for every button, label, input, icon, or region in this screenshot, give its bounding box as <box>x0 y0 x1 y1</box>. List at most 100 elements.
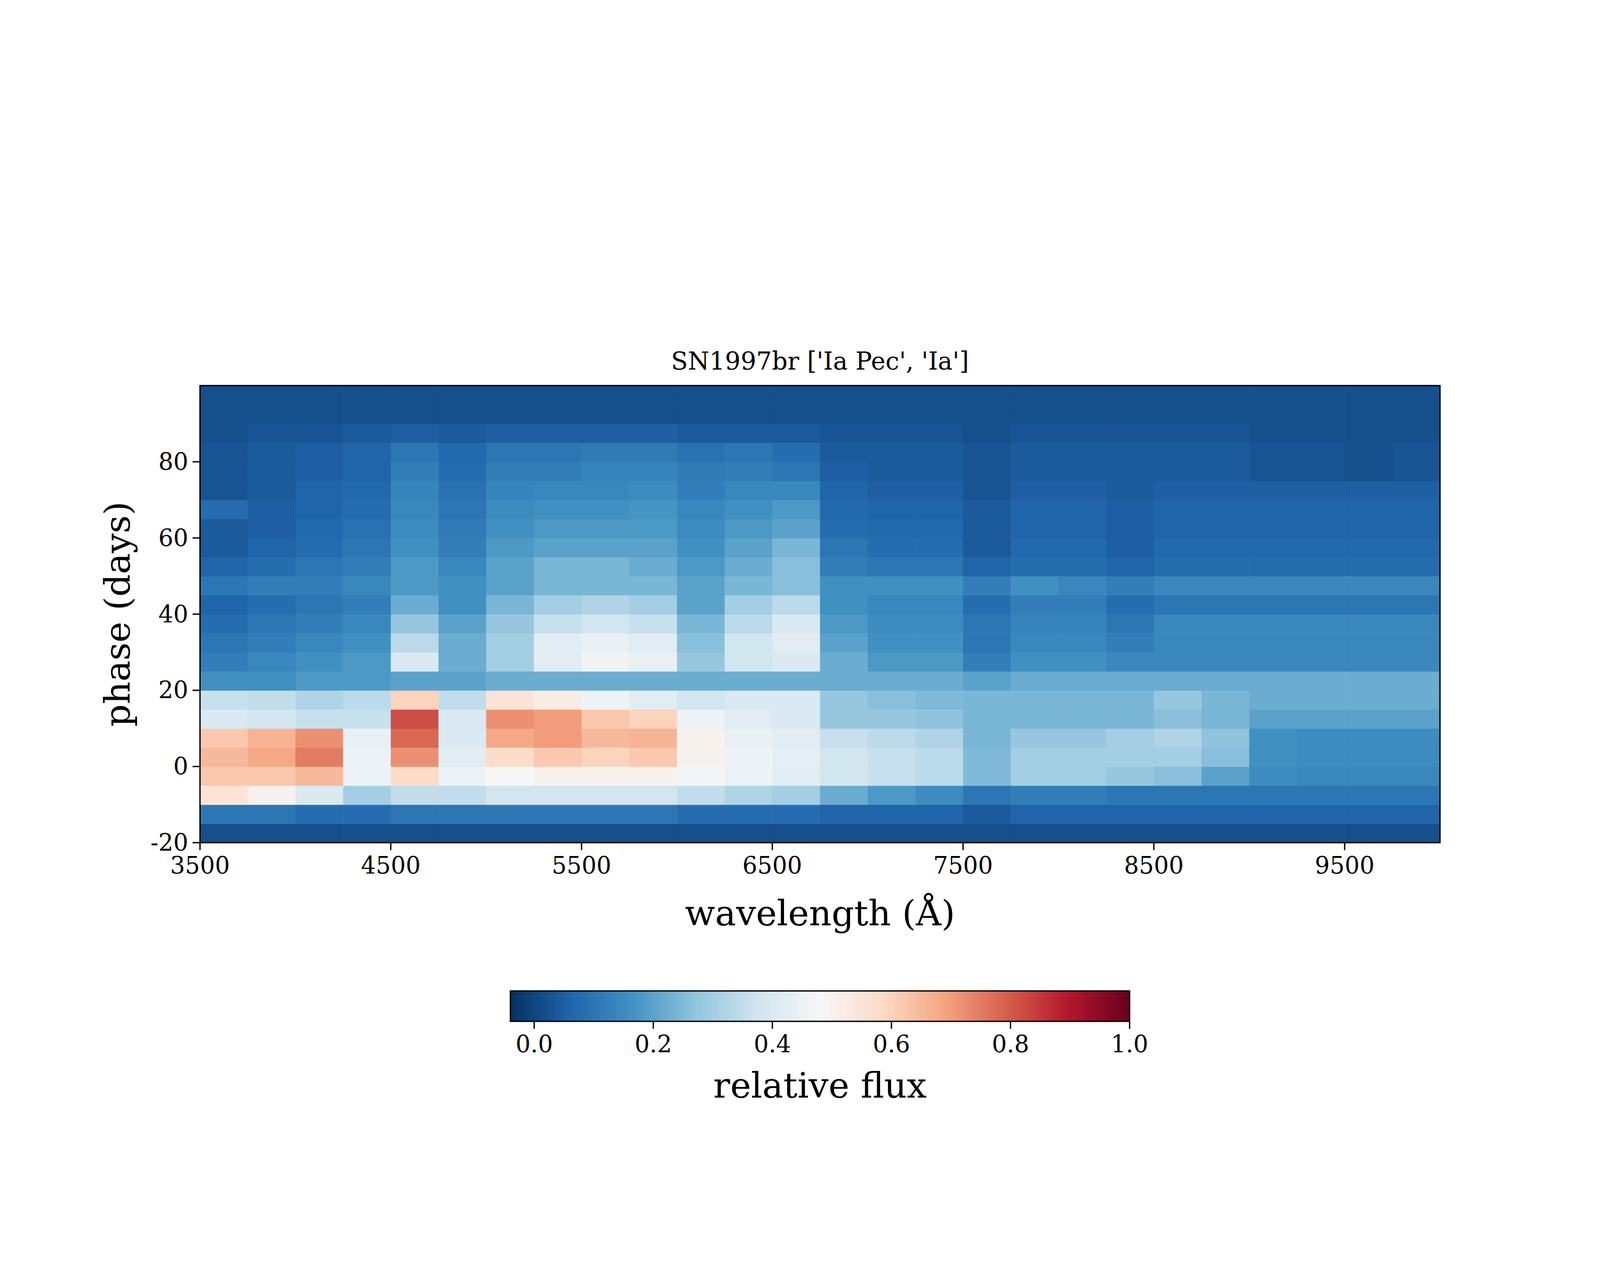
heatmap-cell <box>486 576 535 596</box>
colorbar-swatch <box>1055 990 1060 1022</box>
heatmap-cell <box>772 614 821 634</box>
colorbar-swatch <box>1061 990 1066 1022</box>
colorbar-swatch <box>764 990 768 1022</box>
heatmap-cell <box>915 461 964 482</box>
x-tick-label: 6500 <box>742 851 803 879</box>
y-tick <box>192 613 200 615</box>
colorbar-swatch <box>786 990 790 1022</box>
colorbar-swatch <box>968 990 973 1022</box>
heatmap-cell <box>963 747 1012 767</box>
colorbar-swatch <box>736 990 741 1022</box>
colorbar-swatch <box>1036 990 1041 1022</box>
heatmap-cell <box>629 404 678 424</box>
heatmap-cell <box>1344 538 1393 558</box>
colorbar-swatch <box>677 990 682 1022</box>
heatmap-cell <box>1249 404 1298 424</box>
colorbar-swatch <box>1105 990 1109 1022</box>
heatmap-cell <box>772 576 821 596</box>
heatmap-cell <box>1344 652 1393 672</box>
heatmap-cell <box>295 404 344 424</box>
heatmap-cell <box>295 538 344 558</box>
heatmap-cell <box>1106 556 1155 576</box>
heatmap-cell <box>1344 442 1393 462</box>
heatmap-cell <box>247 671 296 691</box>
heatmap-cell <box>1153 499 1202 519</box>
heatmap-cell <box>486 556 535 576</box>
colorbar-swatch <box>996 990 1000 1022</box>
heatmap-cell <box>820 423 869 443</box>
x-tick <box>1153 842 1155 851</box>
heatmap-cell <box>581 461 630 482</box>
colorbar-swatch <box>674 990 679 1022</box>
heatmap-cell <box>1249 423 1298 443</box>
colorbar-swatch <box>556 990 561 1022</box>
heatmap-cell <box>1344 423 1393 443</box>
heatmap-cell <box>820 823 869 843</box>
colorbar-tick <box>533 1021 535 1029</box>
heatmap-cell <box>724 747 773 767</box>
heatmap-cell <box>1058 385 1107 405</box>
colorbar-swatch <box>987 990 991 1022</box>
colorbar-swatch <box>560 990 564 1022</box>
heatmap-cell <box>581 652 630 672</box>
colorbar-swatch <box>544 990 549 1022</box>
colorbar-swatch <box>1049 990 1053 1022</box>
colorbar-swatch <box>630 990 635 1022</box>
colorbar-swatch <box>959 990 964 1022</box>
heatmap-cell <box>867 728 916 748</box>
heatmap-cell <box>247 576 296 596</box>
colorbar-swatch <box>838 990 843 1022</box>
heatmap-cell <box>1392 747 1440 767</box>
heatmap-cell <box>438 518 487 539</box>
heatmap-cell <box>533 499 582 519</box>
y-tick <box>192 537 200 539</box>
heatmap-cell <box>390 538 439 558</box>
heatmap-cell <box>676 652 725 672</box>
heatmap-cell <box>295 728 344 748</box>
heatmap-cell <box>1201 481 1250 501</box>
heatmap-cell <box>1010 404 1059 424</box>
heatmap-cell <box>581 481 630 501</box>
heatmap-cell <box>533 538 582 558</box>
heatmap-cell <box>486 461 535 482</box>
heatmap-cell <box>1058 499 1107 519</box>
heatmap-cell <box>390 766 439 786</box>
heatmap-cell <box>1249 442 1298 462</box>
heatmap-cell <box>533 442 582 462</box>
colorbar-swatch <box>779 990 784 1022</box>
heatmap-cell <box>820 385 869 405</box>
heatmap-cell <box>820 709 869 729</box>
heatmap-cell <box>1297 423 1346 443</box>
colorbar-swatch <box>699 990 703 1022</box>
colorbar-swatch <box>1024 990 1029 1022</box>
colorbar-swatch <box>860 990 864 1022</box>
heatmap-cell <box>1201 633 1250 653</box>
heatmap-cell <box>390 709 439 729</box>
heatmap-cell <box>676 633 725 653</box>
colorbar-swatch <box>721 990 725 1022</box>
heatmap-cell <box>1344 576 1393 596</box>
heatmap-cell <box>486 538 535 558</box>
heatmap-cell <box>438 709 487 729</box>
heatmap-cell <box>676 747 725 767</box>
heatmap-cell <box>629 576 678 596</box>
colorbar-swatch <box>928 990 933 1022</box>
heatmap-cell <box>486 671 535 691</box>
heatmap-cell <box>1058 404 1107 424</box>
heatmap-cell <box>1201 461 1250 482</box>
colorbar-swatch <box>600 990 604 1022</box>
heatmap-cell <box>581 404 630 424</box>
heatmap-cell <box>676 709 725 729</box>
heatmap-cell <box>533 823 582 843</box>
heatmap-cell <box>1201 423 1250 443</box>
heatmap-cell <box>200 461 248 482</box>
heatmap-cell <box>724 823 773 843</box>
colorbar-swatch <box>757 990 762 1022</box>
heatmap-cell <box>1249 633 1298 653</box>
heatmap-cell <box>390 461 439 482</box>
heatmap-cell <box>724 633 773 653</box>
heatmap-cell <box>342 499 391 519</box>
heatmap-cell <box>1153 614 1202 634</box>
heatmap-cell <box>438 823 487 843</box>
heatmap-cell <box>1201 709 1250 729</box>
